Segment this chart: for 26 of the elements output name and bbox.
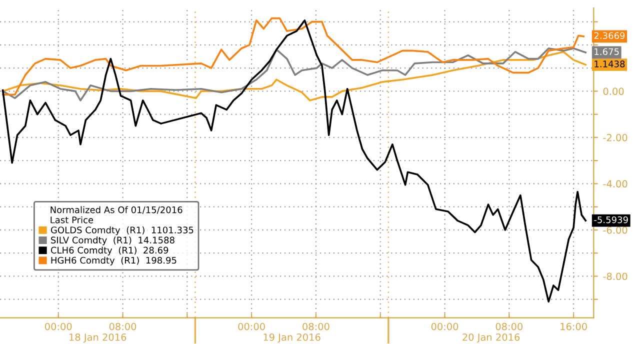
legend-label: GOLDS Comdty (R1) 1101.335 bbox=[50, 226, 194, 236]
legend-label: CLH6 Comdty (R1) 28.69 bbox=[50, 246, 168, 256]
line-series bbox=[2, 19, 587, 303]
text: 20 Jan 2016 bbox=[462, 333, 520, 343]
y-tick-label: 0.00 bbox=[603, 88, 624, 96]
data-label: 1.1438 bbox=[594, 60, 625, 68]
y-tick-label: -6.00 bbox=[603, 226, 628, 234]
legend-label: SILV Comdty (R1) 14.1588 bbox=[51, 236, 174, 246]
x-tick-label: 08:00 bbox=[496, 322, 523, 330]
x-tick-label: 08:00 bbox=[109, 322, 136, 330]
text: 18 Jan 2016 bbox=[70, 333, 126, 343]
legend-title: Normalized As Of 01/15/2016 Last Price bbox=[50, 206, 182, 224]
legend-label: HGH6 Comdty (R1) 198.95 bbox=[51, 256, 176, 266]
x-tick-label: 16:00 bbox=[560, 322, 587, 330]
text: 19 Jan 2016 bbox=[264, 333, 320, 343]
x-tick-label: 00:00 bbox=[431, 322, 458, 330]
line-series bbox=[2, 17, 585, 96]
data-label: 2.3669 bbox=[594, 32, 625, 40]
data-label: -5.5939 bbox=[594, 216, 628, 224]
x-tick-label: 08:00 bbox=[302, 322, 330, 330]
x-tick-label: 00:00 bbox=[44, 322, 72, 330]
y-tick-label: -2.00 bbox=[603, 134, 628, 142]
x-tick-label: 00:00 bbox=[238, 322, 265, 330]
y-tick-label: -4.00 bbox=[603, 180, 628, 188]
y-tick-label: -8.00 bbox=[603, 272, 628, 280]
data-label: 1.675 bbox=[594, 48, 619, 56]
